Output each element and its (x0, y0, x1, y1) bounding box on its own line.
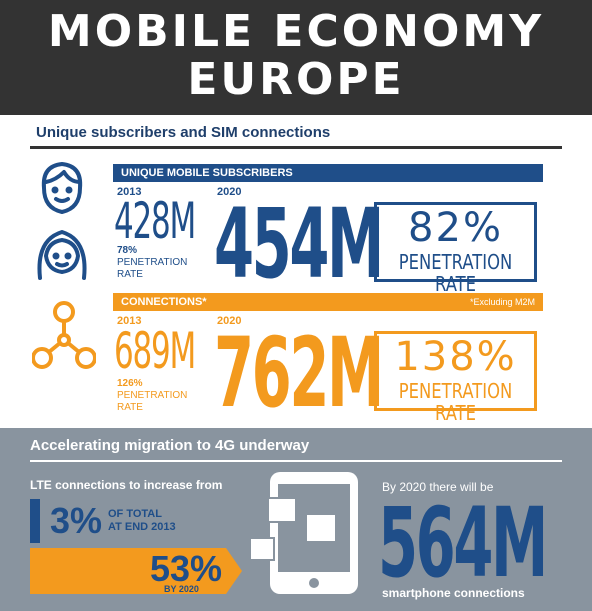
title-line-1: MOBILE ECONOMY (47, 6, 545, 57)
unique-pen-2013-pct: 78% (117, 245, 138, 256)
unique-penetration-percent: 82% (408, 205, 503, 251)
connections-year-2020: 2020 (217, 315, 242, 327)
unique-pen-2013-label2: RATE (117, 269, 143, 280)
people-icon (37, 162, 87, 280)
connections-penetration-percent: 138% (394, 334, 517, 380)
unique-value-2020: 454M (214, 188, 384, 300)
unique-subscribers-bar: UNIQUE MOBILE SUBSCRIBERS (113, 164, 543, 182)
smartphone-intro: By 2020 there will be (382, 480, 494, 494)
connections-pen-2013-label1: PENETRATION (117, 390, 188, 401)
connections-icon (32, 301, 96, 369)
smartphone-label: smartphone connections (382, 586, 525, 600)
connections-pen-2013-pct: 126% (117, 378, 143, 389)
connections-value-2020: 762M (214, 317, 384, 429)
lte-2013-bar (30, 499, 40, 543)
connections-bar-label: CONNECTIONS* (121, 296, 207, 308)
connections-year-2013: 2013 (117, 315, 142, 327)
unique-subscribers-bar-label: UNIQUE MOBILE SUBSCRIBERS (121, 167, 293, 179)
lte-2020-value: 53% (150, 548, 223, 589)
unique-year-2013: 2013 (117, 186, 142, 198)
lte-2013-caption-line2: AT END 2013 (108, 521, 176, 533)
lte-2013-value: 3% (50, 500, 103, 541)
subscribers-section-title: Unique subscribers and SIM connections (36, 124, 331, 141)
lte-2013-caption-line1: OF TOTAL (108, 508, 162, 520)
title-line-2: EUROPE (187, 54, 405, 105)
lte-label: LTE connections to increase from (30, 478, 223, 492)
connections-value-2013: 689M (114, 322, 196, 380)
unique-pen-2013-label1: PENETRATION (117, 257, 188, 268)
lte-2013-caption: OF TOTAL AT END 2013 (108, 508, 176, 534)
unique-penetration-label: PENETRATION RATE (398, 250, 513, 296)
connections-note: *Excluding M2M (469, 297, 535, 307)
section-divider (30, 146, 562, 149)
connections-pen-2013-label2: RATE (117, 402, 143, 413)
connections-penetration-box: 138% PENETRATION RATE (374, 331, 537, 424)
unique-year-2020: 2020 (217, 186, 242, 198)
connections-penetration-label: PENETRATION RATE (398, 379, 513, 425)
header-banner: MOBILE ECONOMY EUROPE (0, 0, 592, 115)
lte-2020-arrow (30, 548, 242, 594)
smartphone-value: 564M (378, 487, 548, 599)
smartphone-icon (249, 472, 358, 594)
migration-divider (30, 460, 562, 462)
unique-value-2013: 428M (114, 192, 196, 250)
unique-penetration-box: 82% PENETRATION RATE (374, 202, 537, 295)
connections-bar: CONNECTIONS* *Excluding M2M (113, 293, 543, 311)
lte-2020-caption: BY 2020 (164, 584, 199, 594)
connections-penetration-2013: 126% PENETRATION RATE (117, 378, 187, 414)
migration-section-title: Accelerating migration to 4G underway (30, 437, 310, 454)
unique-penetration-2013: 78% PENETRATION RATE (117, 245, 187, 281)
